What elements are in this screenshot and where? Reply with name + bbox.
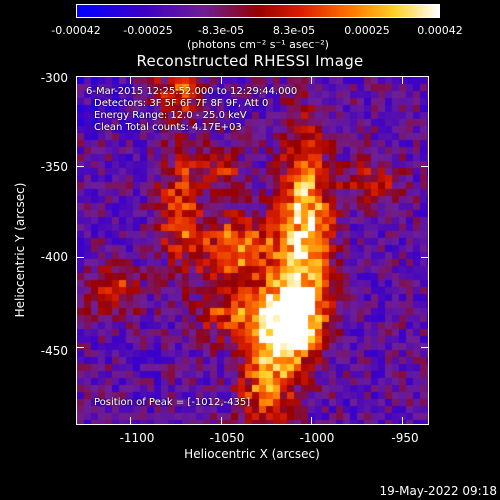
x-tick-mark (220, 417, 222, 425)
chart-title: Reconstructed RHESSI Image (136, 52, 364, 70)
colorbar (76, 4, 440, 18)
timestamp: 19-May-2022 09:18 (379, 484, 497, 498)
heatmap-image (77, 77, 428, 424)
y-tick-mark (76, 166, 84, 168)
x-tick-mark (130, 76, 132, 84)
x-tick-mark (311, 417, 313, 425)
colorbar-unit: (photons cm⁻² s⁻¹ asec⁻²) (187, 38, 329, 51)
y-tick-mark (76, 256, 84, 258)
x-tick-label: -1100 (119, 431, 155, 445)
colorbar-tick: 8.3e-05 (272, 24, 316, 37)
y-tick-label: -300 (40, 71, 68, 85)
y-tick-mark (76, 76, 84, 77)
y-tick-mark (76, 347, 84, 349)
x-tick-mark (401, 417, 403, 425)
y-tick-mark (421, 166, 429, 168)
peak-position-label: Position of Peak = [-1012,-435] (94, 397, 251, 408)
plot-area: 6-Mar-2015 12:25:52.000 to 12:29:44.000 … (76, 76, 429, 425)
y-tick-mark (421, 347, 429, 349)
x-tick-mark (220, 76, 222, 84)
x-tick-label: -1000 (299, 431, 335, 445)
detectors-label: Detectors: 3F 5F 6F 7F 8F 9F, Att 0 (94, 98, 269, 109)
colorbar-tick: -0.00042 (51, 24, 101, 37)
x-tick-label: -1050 (209, 431, 245, 445)
colorbar-tick: 0.00042 (417, 24, 463, 37)
y-tick-label: -450 (40, 344, 68, 358)
y-tick-label: -400 (40, 250, 68, 264)
colorbar-tick: 0.00025 (344, 24, 390, 37)
energy-range-label: Energy Range: 12.0 - 25.0 keV (94, 110, 247, 121)
y-axis-label: Heliocentric Y (arcsec) (13, 182, 27, 318)
time-range-label: 6-Mar-2015 12:25:52.000 to 12:29:44.000 (86, 86, 298, 97)
colorbar-tick: -8.3e-05 (197, 24, 245, 37)
y-tick-mark (421, 256, 429, 258)
y-tick-mark (421, 76, 429, 77)
colorbar-tick: -0.00025 (123, 24, 173, 37)
x-axis-label: Heliocentric X (arcsec) (184, 447, 320, 461)
x-tick-mark (401, 76, 403, 84)
x-tick-label: -950 (391, 431, 419, 445)
y-tick-label: -350 (40, 160, 68, 174)
x-tick-mark (311, 76, 313, 84)
clean-counts-label: Clean Total counts: 4.17E+03 (94, 122, 242, 133)
x-tick-mark (130, 417, 132, 425)
